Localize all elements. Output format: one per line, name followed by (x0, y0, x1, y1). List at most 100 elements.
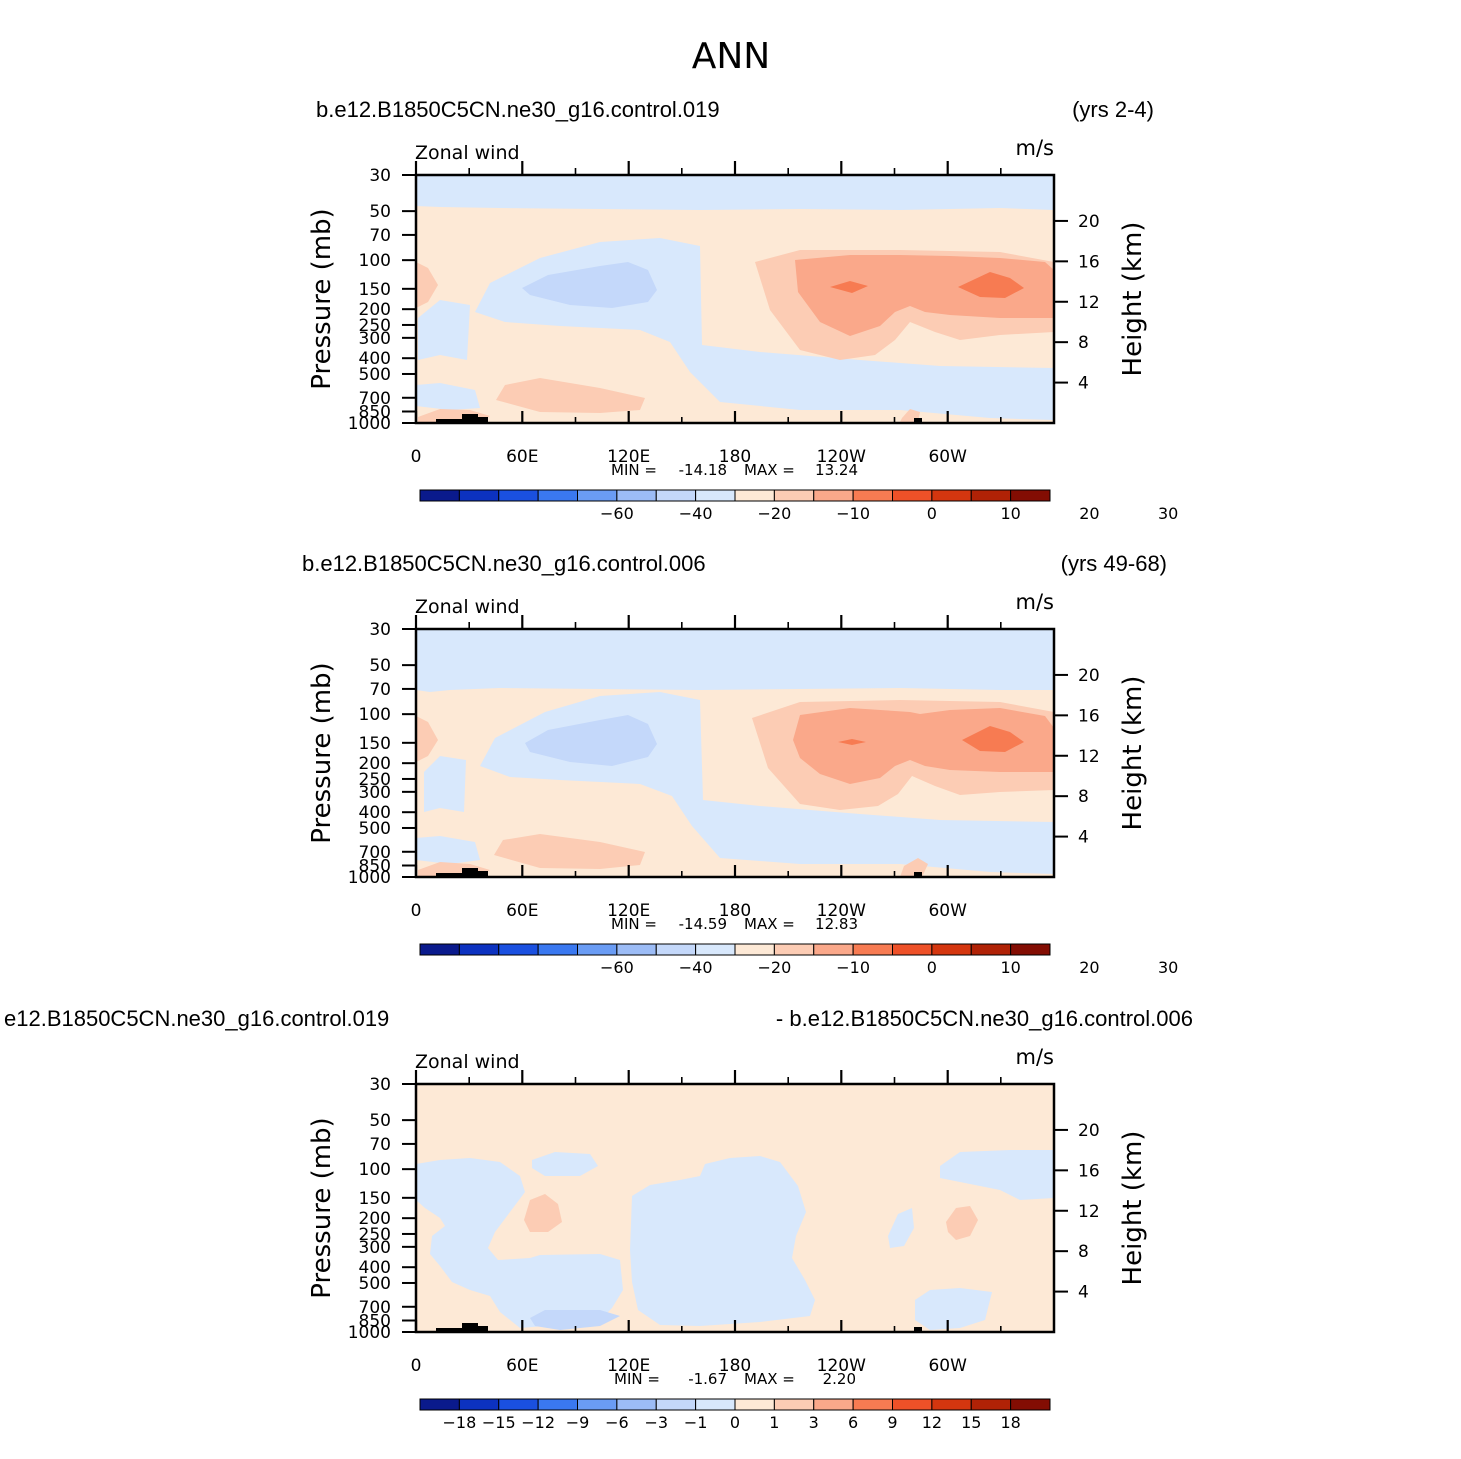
colorbar-swatch (458, 943, 500, 956)
colorbar-2: −60 −40 −20 −10 0 10 20 30 (419, 943, 1178, 977)
colorbar-swatch (852, 943, 893, 956)
contour-field-1 (416, 175, 1054, 423)
y-tick-label: 400 (359, 803, 391, 823)
contour-westerly-left-edge (416, 716, 438, 762)
topography (436, 414, 488, 423)
y-tick-label: 50 (369, 656, 391, 676)
max-value-3: 2.20 (823, 1370, 856, 1388)
colorbar-label: −20 (757, 504, 791, 523)
colorbar-swatch (419, 489, 460, 502)
right-axis-label-2: Height (km) (1118, 676, 1148, 831)
contour-westerly-left-edge (416, 262, 438, 308)
units-label-3: m/s (1016, 1045, 1054, 1069)
colorbar-swatch (931, 943, 972, 956)
colorbar-swatch (419, 943, 460, 956)
colorbar-label: 20 (1079, 504, 1099, 523)
y-tick-label: 700 (359, 1298, 391, 1318)
colorbar-label: 1 (769, 1413, 779, 1432)
contour-negative-right-low (915, 1288, 992, 1330)
x-tick-label: 0 (411, 1356, 422, 1376)
y-axis-label-1: Pressure (mb) (307, 208, 337, 389)
y-tick-label: 850 (359, 403, 391, 423)
colorbar-swatch (655, 489, 697, 502)
height-tick-label: 16 (1078, 1161, 1100, 1181)
colorbar-label: 3 (809, 1413, 819, 1432)
contour-field-2 (416, 629, 1054, 877)
colorbar-swatch (577, 489, 618, 502)
y-tick-label: 500 (359, 1274, 391, 1294)
colorbar-swatch (655, 1398, 697, 1411)
y-tick-label: 30 (369, 1075, 391, 1095)
contour-negative-right-mid (888, 1208, 914, 1248)
colorbar-swatch (577, 1398, 618, 1411)
y-tick-label: 250 (359, 1225, 391, 1245)
colorbar-swatch (498, 489, 539, 502)
colorbar-label: 10 (1000, 958, 1020, 977)
y-tick-label: 100 (359, 1160, 391, 1180)
contour-negative-bottom-core (530, 1310, 620, 1330)
max-value-2: 12.83 (815, 915, 858, 933)
y-tick-label: 70 (369, 226, 391, 246)
y-tick-label: 400 (359, 1258, 391, 1278)
contour-negative-center (630, 1156, 815, 1326)
contour-easterly-upper (416, 175, 1054, 210)
height-tick-label: 12 (1078, 293, 1100, 313)
height-tick-label: 16 (1078, 252, 1100, 272)
colorbar-swatch (458, 489, 500, 502)
colorbar-swatch (734, 943, 775, 956)
colorbar-swatch (892, 489, 933, 502)
contour-field-3 (416, 1084, 1054, 1332)
colorbar-swatch (655, 943, 697, 956)
x-tick-label: 60W (928, 447, 967, 467)
height-tick-label: 8 (1078, 333, 1089, 353)
y-tick-label: 50 (369, 1111, 391, 1131)
panel-3: e12.B1850C5CN.ne30_g16.control.019 - b.e… (4, 1006, 1193, 1432)
colorbar-label: −18 (442, 1413, 476, 1432)
contour-positive-left (524, 1194, 562, 1232)
y-tick-label: 850 (359, 1312, 391, 1332)
colorbar-swatch (458, 1398, 500, 1411)
colorbar-swatch (498, 943, 539, 956)
x-tick-label: 60W (928, 1356, 967, 1376)
colorbar-label: 15 (961, 1413, 981, 1432)
x-tick-label: 60W (928, 901, 967, 921)
y-tick-label: 300 (359, 329, 391, 349)
y-tick-label: 400 (359, 349, 391, 369)
contour-easterly-left-low (416, 836, 480, 864)
x-tick-label: 120W (817, 447, 866, 467)
contour-easterly-left (418, 300, 470, 360)
colorbar-label: −10 (836, 958, 870, 977)
y-tick-label: 300 (359, 1238, 391, 1258)
colorbar-swatch (695, 489, 736, 502)
y-tick-label: 1000 (348, 868, 391, 888)
min-label-2: MIN = (611, 915, 657, 933)
colorbar-swatch (813, 489, 854, 502)
colorbar-swatch (616, 1398, 657, 1411)
colorbar-label: −1 (684, 1413, 708, 1432)
y-tick-label: 500 (359, 819, 391, 839)
max-label-3: MAX = (744, 1370, 795, 1388)
topography (436, 1323, 488, 1332)
colorbar-swatch (970, 1398, 1012, 1411)
colorbar-swatch (813, 1398, 854, 1411)
contour-negative-left (416, 1158, 623, 1328)
y-tick-label: 250 (359, 770, 391, 790)
height-tick-label: 12 (1078, 1202, 1100, 1222)
colorbar-1: −60 −40 −20 −10 0 10 20 30 (419, 489, 1178, 523)
min-value-1: -14.18 (679, 461, 727, 479)
colorbar-swatch (892, 1398, 933, 1411)
y-tick-label: 150 (359, 1189, 391, 1209)
case-title-1: b.e12.B1850C5CN.ne30_g16.control.019 (316, 97, 720, 122)
contour-negative-right-top (940, 1150, 1054, 1200)
figure-title: ANN (692, 36, 771, 77)
colorbar-swatch (537, 1398, 578, 1411)
colorbar-label: 30 (1158, 958, 1178, 977)
panel-2: b.e12.B1850C5CN.ne30_g16.control.006 (yr… (302, 551, 1178, 977)
x-tick-label: 180 (719, 1356, 751, 1376)
max-value-1: 13.24 (815, 461, 858, 479)
colorbar-label: −6 (605, 1413, 629, 1432)
colorbar-swatch (537, 943, 578, 956)
colorbar-swatch (931, 1398, 972, 1411)
colorbar-label: −10 (836, 504, 870, 523)
